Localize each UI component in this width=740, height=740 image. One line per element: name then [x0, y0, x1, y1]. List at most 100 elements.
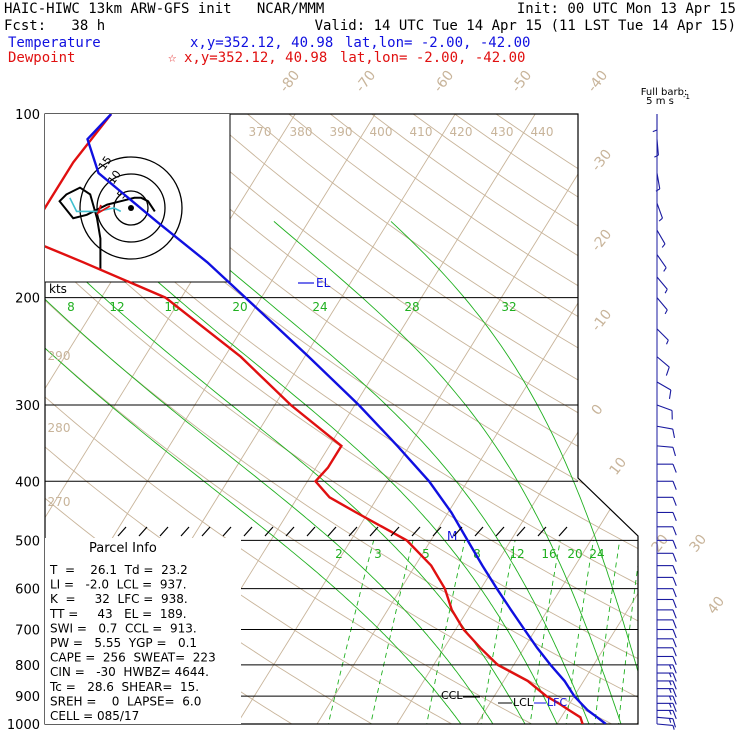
moist-adiabat-label: 16 — [164, 300, 179, 314]
wind-barb-flag — [664, 288, 668, 294]
isotherm-label: -20 — [589, 227, 616, 255]
theta-label: 420 — [450, 125, 473, 139]
wind-barb — [656, 723, 673, 726]
dry-adiabat-line — [134, 114, 638, 724]
wind-barb-flag — [668, 389, 672, 399]
wind-barb-flag — [672, 526, 677, 536]
parcel-info-row: SREH = 0 LAPSE= 6.0 — [50, 694, 201, 708]
theta-label: 290 — [48, 349, 71, 363]
moist-adiabat-line — [173, 221, 590, 724]
wind-barb-flag — [672, 725, 675, 730]
level-tick-mark — [285, 526, 295, 537]
isotherm-label: -80 — [277, 68, 304, 96]
level-tick-mark — [558, 526, 568, 537]
dry-adiabat-line — [45, 114, 638, 724]
level-tick-mark — [243, 526, 253, 537]
moist-adiabat-label: 20 — [232, 300, 247, 314]
temperature-latlon: lat,lon= -2.00, -42.00 — [345, 35, 531, 51]
pressure-label: 100 — [15, 108, 40, 123]
wind-barb-flag — [672, 540, 677, 549]
level-tick-mark — [264, 526, 274, 537]
level-tick-mark — [390, 526, 400, 537]
wind-barb-flag — [672, 447, 676, 457]
wind-barb — [656, 202, 663, 219]
theta-label: 370 — [249, 125, 272, 139]
level-tick-mark — [306, 526, 316, 537]
wind-barb-flag — [655, 188, 661, 192]
level-tick-mark — [327, 526, 337, 537]
forecast-hour: Fcst: 38 h — [4, 18, 106, 34]
pressure-label: 700 — [15, 624, 40, 639]
wind-barb — [656, 229, 666, 245]
level-tick-mark — [537, 526, 547, 537]
isotherm-label: 40 — [705, 594, 729, 618]
barb-key-exponent: -1 — [683, 93, 690, 101]
level-tick-mark — [201, 526, 211, 537]
dry-adiabat-line — [45, 114, 638, 724]
level-tick-mark — [180, 526, 190, 537]
wind-barb-flag — [672, 703, 677, 712]
wind-barb-flag — [672, 718, 676, 728]
theta-label: 280 — [48, 421, 71, 435]
isotherm-label: -70 — [353, 68, 380, 96]
level-tick-mark — [474, 526, 484, 537]
moist-adiabat-label: 28 — [404, 300, 419, 314]
wind-barb — [656, 381, 672, 391]
wind-barb-flag — [672, 638, 677, 648]
mixing-ratio-line — [564, 540, 594, 724]
isotherm-line — [709, 86, 740, 737]
barb-key-title: Full barb: — [641, 87, 688, 98]
hodograph-trace — [58, 186, 156, 270]
moist-adiabat-label: 32 — [501, 300, 516, 314]
mixing-ratio-label: 12 — [509, 547, 524, 561]
wind-barb — [656, 297, 668, 311]
theta-label: 380 — [290, 125, 313, 139]
wind-barb — [656, 276, 668, 290]
wind-barb-flag — [672, 553, 677, 562]
wind-barb-flag — [672, 619, 677, 629]
mixing-ratio-line — [592, 540, 621, 724]
wind-barb-flag — [672, 565, 677, 575]
isotherm-label: -40 — [585, 68, 612, 96]
wind-barb-flag — [668, 680, 672, 686]
level-tick-mark — [453, 526, 463, 537]
level-tick-mark — [369, 526, 379, 537]
wind-barb-flag — [672, 599, 677, 609]
wind-barb-flag — [668, 664, 672, 670]
theta-label: 430 — [491, 125, 514, 139]
parcel-info-panel — [45, 538, 241, 724]
el-label: EL — [316, 276, 331, 290]
moist-adiabat-line — [45, 221, 494, 724]
mixing-ratio-line — [423, 540, 466, 724]
pressure-label: 500 — [15, 534, 40, 549]
wind-barb-flag — [664, 309, 668, 315]
mixing-ratio-line — [616, 540, 638, 724]
mixing-ratio-label: 8 — [473, 547, 481, 561]
moist-adiabat-line — [91, 221, 558, 724]
level-tick-mark — [138, 526, 148, 537]
theta-label: 270 — [48, 495, 71, 509]
isotherm-line — [45, 114, 313, 724]
pressure-label: 400 — [15, 475, 40, 490]
wind-barb-flag — [652, 129, 658, 133]
mixing-ratio-label: 2 — [335, 547, 343, 561]
wind-barb-flag — [672, 609, 677, 619]
isotherm-line — [628, 114, 638, 724]
wind-barb — [656, 254, 667, 268]
moist-adiabat-line — [390, 221, 638, 724]
wind-barb-flag — [672, 680, 677, 690]
level-tick-mark — [159, 526, 169, 537]
level-tick-mark — [222, 526, 232, 537]
dry-adiabat-line — [45, 114, 638, 724]
wind-barb — [656, 716, 673, 720]
isotherm-label: 0 — [589, 402, 607, 419]
dewpoint-xy: x,y=352.12, 40.98 — [184, 50, 328, 66]
isotherm-line — [388, 114, 638, 724]
wind-barb-flag — [672, 647, 677, 657]
level-tick-mark — [411, 526, 421, 537]
pressure-label: 900 — [15, 690, 40, 705]
parcel-info-row: CELL = 085/17 — [50, 709, 139, 723]
valid-time: Valid: 14 UTC Tue 14 Apr 15 (11 LST Tue … — [314, 18, 736, 34]
parcel-info-row: Tc = 28.6 SHEAR= 15. — [49, 680, 199, 694]
